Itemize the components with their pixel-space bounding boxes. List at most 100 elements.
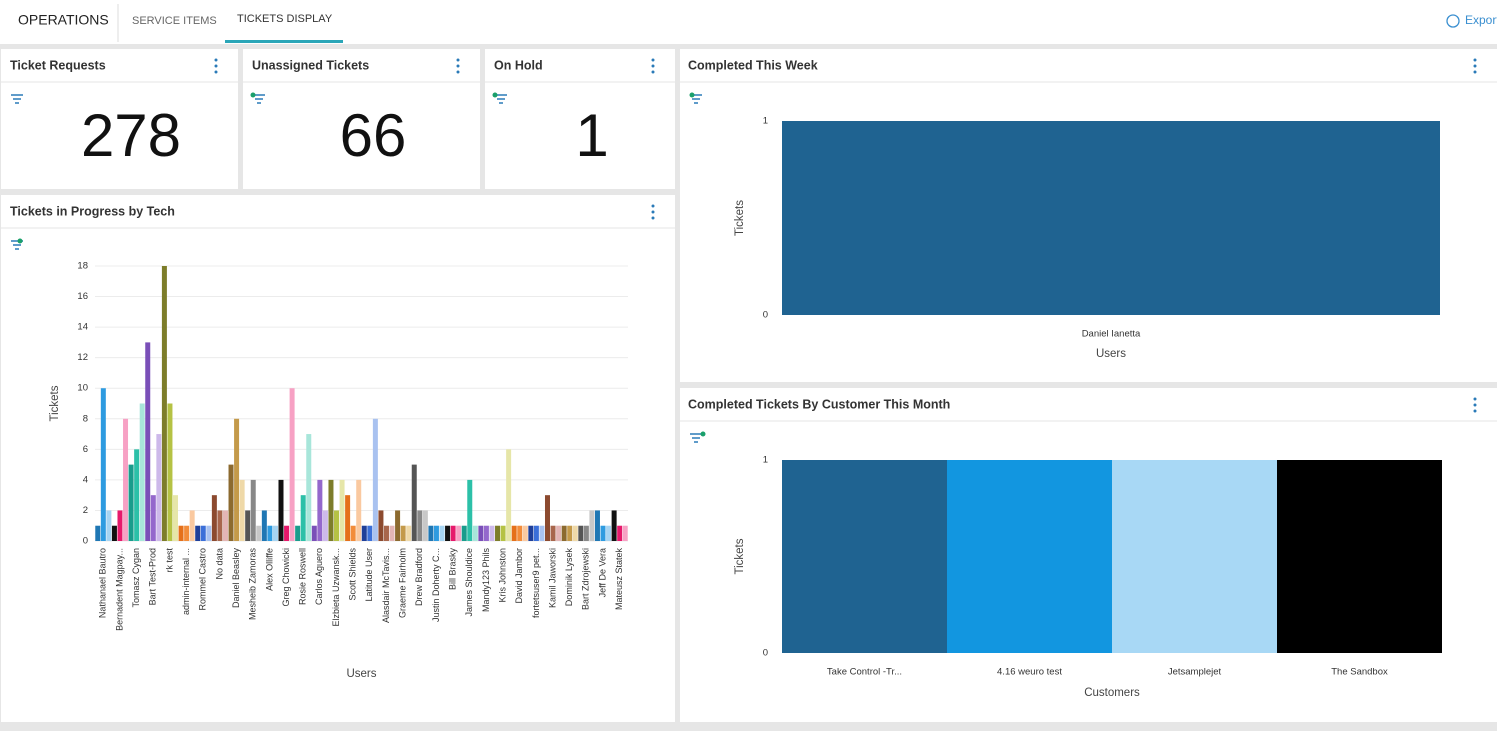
tile-value: 1 <box>575 102 608 169</box>
bar <box>472 525 478 541</box>
x-tick-label: Bernadent Magpay... <box>114 548 124 631</box>
bar <box>506 449 512 541</box>
bar <box>139 403 145 541</box>
kebab-dot[interactable] <box>651 64 655 68</box>
bar <box>400 525 406 541</box>
x-tick-label: Daniel Ianetta <box>1082 329 1141 340</box>
nav-title[interactable]: OPERATIONS <box>18 12 109 28</box>
x-axis-label: Customers <box>1084 687 1140 699</box>
bar <box>267 525 273 541</box>
bar <box>222 510 228 541</box>
kebab-dot[interactable] <box>456 64 460 68</box>
bar <box>450 525 456 541</box>
export-icon[interactable] <box>1446 14 1460 28</box>
panel <box>1 49 238 189</box>
bar <box>422 510 428 541</box>
kebab-dot[interactable] <box>651 204 655 208</box>
bar <box>495 525 501 541</box>
bar <box>239 479 245 541</box>
bar <box>406 525 412 541</box>
kebab-dot[interactable] <box>1473 397 1477 401</box>
kebab-dot[interactable] <box>1473 409 1477 413</box>
bar <box>533 525 539 541</box>
y-tick-label: 4 <box>83 474 88 485</box>
bar <box>483 525 489 541</box>
x-axis-label: Users <box>1096 348 1126 360</box>
y-tick-label: 16 <box>77 291 88 302</box>
kebab-dot[interactable] <box>1473 58 1477 62</box>
x-tick-label: Take Control -Tr... <box>827 667 902 678</box>
bar <box>556 525 562 541</box>
x-tick-label: Mesheib Zamoras <box>248 548 258 621</box>
bar <box>156 434 162 541</box>
tile-title: Ticket Requests <box>10 58 106 72</box>
bar <box>372 418 378 541</box>
bar <box>123 418 129 541</box>
panels <box>1 49 1497 722</box>
bar <box>178 525 184 541</box>
kebab-dot[interactable] <box>1473 64 1477 68</box>
y-tick-label: 0 <box>763 310 768 321</box>
y-axis-label: Tickets <box>734 200 746 236</box>
bar <box>306 434 312 541</box>
x-tick-label: The Sandbox <box>1331 667 1388 678</box>
y-axis-label: Tickets <box>49 385 61 421</box>
bar <box>561 525 567 541</box>
kebab-dot[interactable] <box>214 58 218 62</box>
x-tick-label: fortetsuser9 pet... <box>531 548 541 618</box>
y-tick-label: 10 <box>77 383 88 394</box>
kebab-dot[interactable] <box>651 58 655 62</box>
x-tick-label: Jeff De Vera <box>597 548 607 597</box>
bar <box>947 460 1112 653</box>
x-tick-label: Carlos Aguero <box>314 548 324 605</box>
bar <box>782 121 1440 315</box>
x-tick-label: Kris Johnston <box>497 548 507 603</box>
x-tick-label: Justin Doherty C... <box>431 548 441 622</box>
bar <box>195 525 201 541</box>
kebab-dot[interactable] <box>214 64 218 68</box>
y-tick-label: 2 <box>83 505 88 516</box>
bar <box>500 525 506 541</box>
kebab-dot[interactable] <box>651 210 655 214</box>
x-tick-label: Bill Brasky <box>447 548 457 591</box>
x-tick-label: Dominik Lysek <box>564 548 574 607</box>
export-link[interactable]: Export <box>1465 13 1497 27</box>
bar <box>322 510 328 541</box>
kebab-dot[interactable] <box>1473 70 1477 74</box>
bar <box>173 495 179 541</box>
bar <box>284 525 290 541</box>
bar <box>189 510 195 541</box>
bar <box>145 342 151 541</box>
tab[interactable]: SERVICE ITEMS <box>132 15 217 27</box>
bar <box>600 525 606 541</box>
kebab-dot[interactable] <box>651 70 655 74</box>
x-tick-label: rk test <box>164 548 174 573</box>
kebab-dot[interactable] <box>456 58 460 62</box>
bar <box>489 525 495 541</box>
kebab-dot[interactable] <box>456 70 460 74</box>
bar <box>439 525 445 541</box>
x-tick-label: Rosie Roswell <box>298 548 308 605</box>
bar <box>517 525 523 541</box>
y-tick-label: 1 <box>763 116 768 127</box>
bar <box>317 479 323 541</box>
x-tick-label: Drew Bradford <box>414 548 424 606</box>
x-tick-label: Rommel Castro <box>198 548 208 611</box>
x-tick-label: Kamil Jaworski <box>547 548 557 608</box>
bar <box>411 464 417 541</box>
bar <box>456 525 462 541</box>
bar <box>161 266 167 541</box>
kebab-dot[interactable] <box>1473 403 1477 407</box>
kebab-dot[interactable] <box>651 216 655 220</box>
kebab-dot[interactable] <box>214 70 218 74</box>
tile-value: 278 <box>81 102 181 169</box>
tab[interactable]: TICKETS DISPLAY <box>237 13 333 25</box>
x-tick-label: Latitude User <box>364 548 374 602</box>
bar <box>611 510 617 541</box>
bar <box>544 495 550 541</box>
bar <box>334 510 340 541</box>
bar <box>300 495 306 541</box>
filter-dot <box>492 92 498 98</box>
y-tick-label: 1 <box>763 455 768 466</box>
bar <box>606 525 612 541</box>
